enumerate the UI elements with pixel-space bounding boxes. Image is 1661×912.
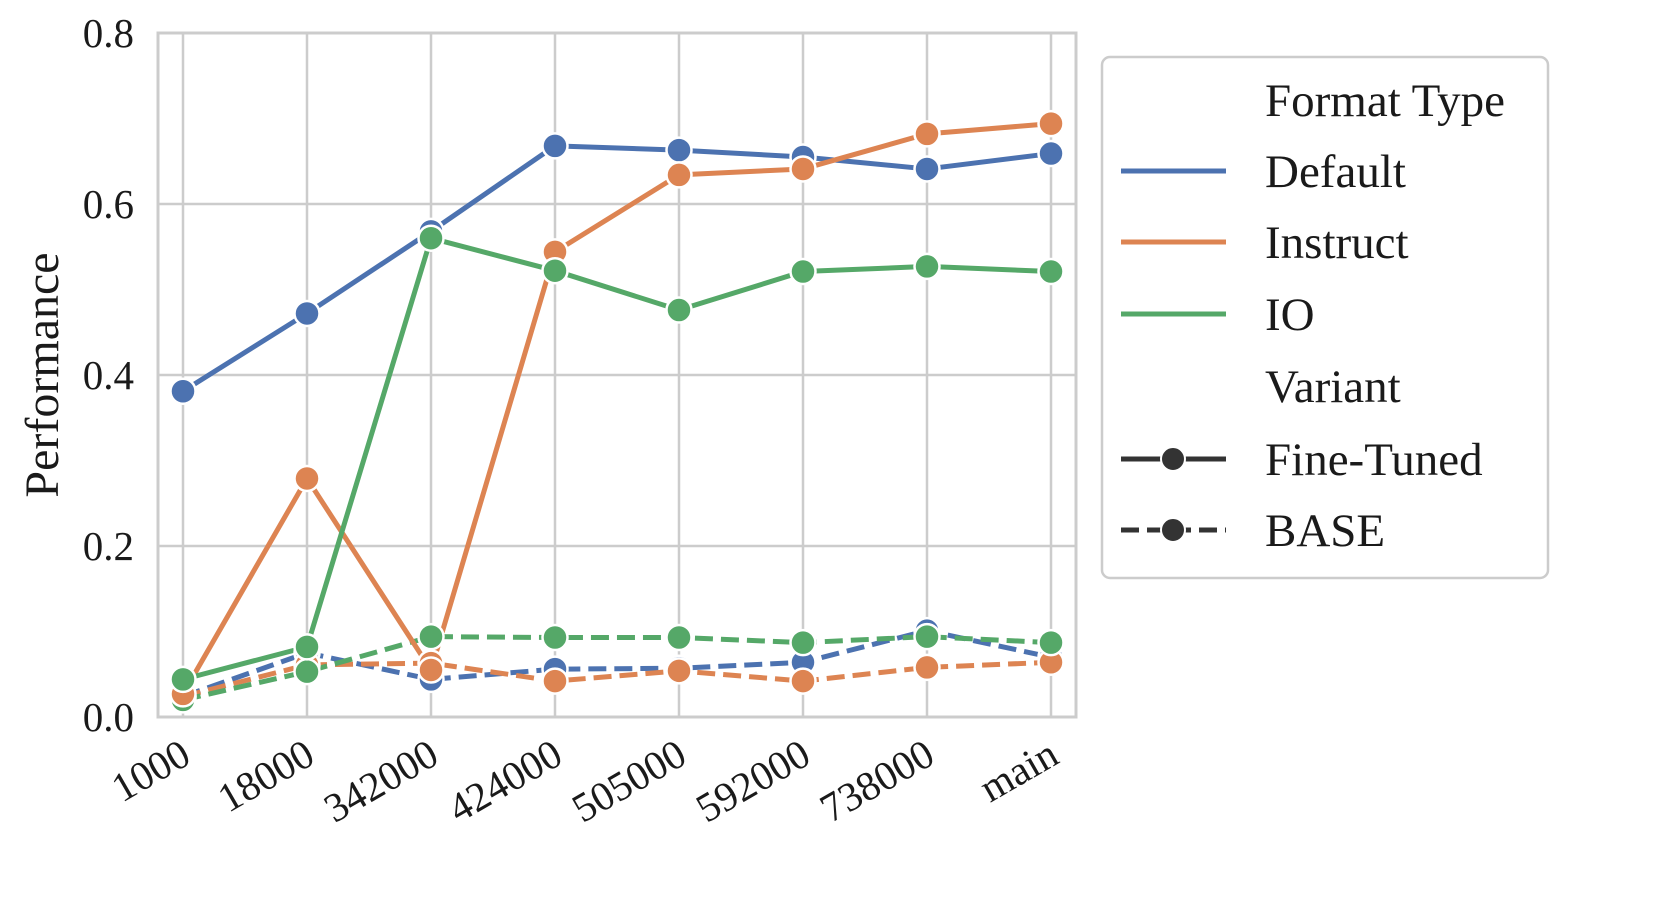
data-point-io-base xyxy=(1037,628,1065,657)
x-tick-label: main xyxy=(971,730,1065,811)
data-point-io-base xyxy=(789,628,817,657)
x-tick-label: 738000 xyxy=(812,730,942,831)
data-point-default-fine-tuned xyxy=(665,136,693,164)
data-point-instruct-base xyxy=(541,667,569,695)
y-axis-label: Performance xyxy=(16,252,69,497)
data-point-instruct-fine-tuned xyxy=(665,161,693,189)
data-point-default-fine-tuned xyxy=(169,377,197,405)
data-point-io-base xyxy=(913,622,941,651)
x-tick-label: 1000 xyxy=(103,730,197,811)
legend-title-format-type: Format Type xyxy=(1265,75,1505,127)
x-tick-label: 424000 xyxy=(440,730,570,831)
legend-label-fine-tuned: Fine-Tuned xyxy=(1265,434,1483,486)
data-point-io-fine-tuned xyxy=(1037,257,1065,286)
plot-frame xyxy=(156,31,1078,719)
y-tick-label: 0.4 xyxy=(83,352,134,398)
data-point-io-base xyxy=(665,623,693,652)
legend-marker-fine-tuned xyxy=(1160,446,1186,472)
data-point-io-fine-tuned xyxy=(665,296,693,324)
data-point-instruct-fine-tuned xyxy=(417,656,445,684)
x-tick-label: 592000 xyxy=(688,730,818,831)
series-line-io-base xyxy=(182,634,1052,703)
data-point-instruct-fine-tuned xyxy=(913,120,941,148)
data-point-io-fine-tuned xyxy=(169,665,197,694)
legend-label-default: Default xyxy=(1265,146,1406,198)
x-tick-label: 505000 xyxy=(564,730,694,831)
data-point-instruct-fine-tuned xyxy=(293,464,321,493)
y-tick-label: 0.0 xyxy=(83,694,134,740)
series-line-instruct-base xyxy=(182,659,1052,699)
data-point-io-base xyxy=(541,623,569,652)
data-point-io-base xyxy=(293,657,321,686)
legend-marker-base xyxy=(1160,517,1186,543)
data-point-instruct-base xyxy=(913,653,941,682)
data-point-io-fine-tuned xyxy=(541,256,569,285)
data-point-io-base xyxy=(417,622,445,651)
series-line-io-fine-tuned xyxy=(182,235,1052,682)
legend-frame xyxy=(1100,55,1550,580)
data-point-instruct-base xyxy=(665,657,693,685)
y-tick-label: 0.8 xyxy=(83,10,134,56)
data-point-io-fine-tuned xyxy=(293,633,321,661)
data-point-default-fine-tuned xyxy=(541,132,569,160)
legend-label-io: IO xyxy=(1265,289,1315,341)
data-point-default-fine-tuned xyxy=(293,299,321,328)
data-point-default-fine-tuned xyxy=(913,155,941,183)
data-point-instruct-base xyxy=(789,667,817,695)
data-point-io-fine-tuned xyxy=(913,252,941,281)
x-tick-label: 342000 xyxy=(316,730,446,831)
data-point-instruct-fine-tuned xyxy=(789,155,817,183)
y-tick-label: 0.2 xyxy=(83,523,134,569)
series-lines xyxy=(180,121,1052,703)
data-point-default-fine-tuned xyxy=(1037,139,1065,168)
y-axis-ticks: 0.0 0.2 0.4 0.6 0.8 xyxy=(83,10,134,740)
data-point-instruct-fine-tuned xyxy=(1037,109,1065,138)
legend-label-base: BASE xyxy=(1265,505,1385,557)
data-point-io-fine-tuned xyxy=(789,257,817,286)
series-markers xyxy=(169,109,1065,714)
legend-title-variant: Variant xyxy=(1265,361,1401,413)
series-line-default-fine-tuned xyxy=(181,143,1052,394)
data-point-io-fine-tuned xyxy=(417,224,445,252)
x-tick-label: 18000 xyxy=(210,730,322,821)
y-tick-label: 0.6 xyxy=(83,181,134,227)
legend-label-instruct: Instruct xyxy=(1265,217,1409,269)
series-line-instruct-fine-tuned xyxy=(180,121,1052,696)
legend: Format Type Default Instruct IO Variant … xyxy=(1100,55,1550,580)
